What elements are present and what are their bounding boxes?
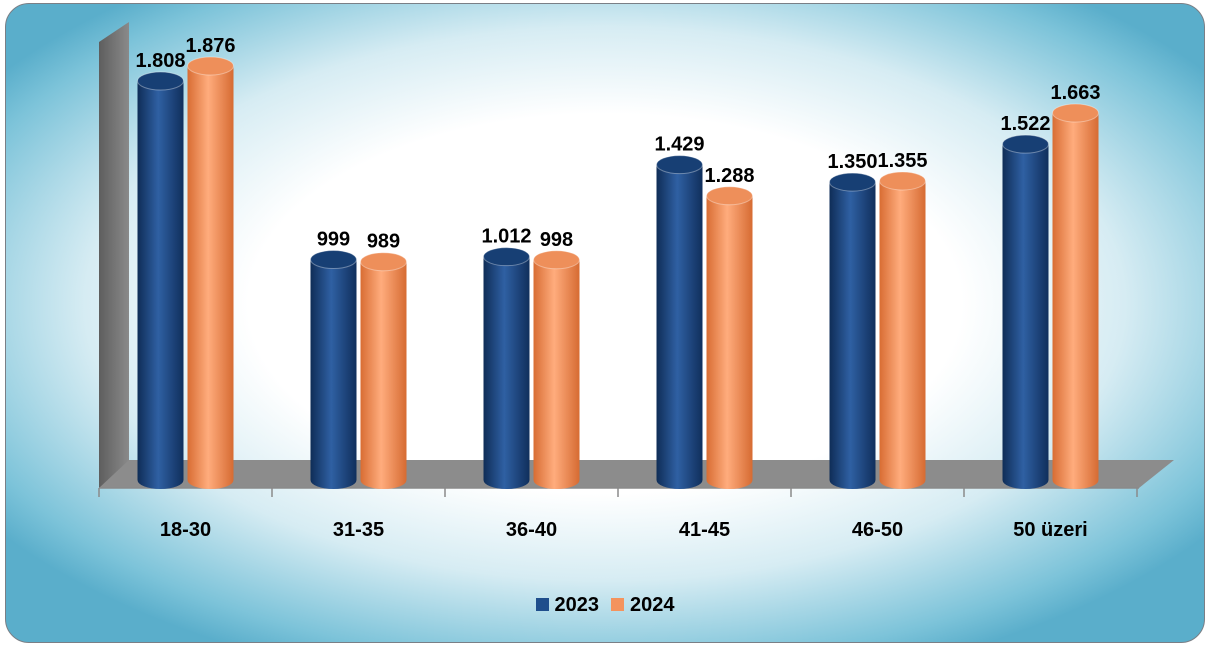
x-tick-label: 50 üzeri — [1013, 519, 1087, 541]
data-label-2024: 1.876 — [185, 35, 235, 57]
legend-swatch — [611, 598, 624, 611]
data-label-2023: 1.012 — [481, 226, 531, 248]
x-tick-label: 46-50 — [852, 519, 903, 541]
back-wall — [99, 22, 129, 488]
data-label-2024: 1.663 — [1050, 82, 1100, 104]
bar-2024 — [360, 252, 407, 489]
x-tick-label: 18-30 — [160, 519, 211, 541]
data-label-2024: 1.355 — [877, 150, 927, 172]
bar-2024 — [706, 186, 753, 489]
bar-2023 — [483, 247, 530, 489]
chart-frame: 1.808 1.876 999 989 1.012 998 1.429 1.288 1.350 1… — [5, 3, 1205, 643]
x-tick-label: 31-35 — [333, 519, 384, 541]
legend-label: 2024 — [630, 594, 675, 616]
data-label-2024: 989 — [367, 231, 400, 253]
data-label-2023: 999 — [317, 229, 350, 251]
legend-swatch — [535, 598, 549, 611]
legend-item-2024: 2024 — [611, 594, 675, 617]
bar-2024 — [187, 56, 234, 489]
data-label-2024: 1.288 — [704, 165, 754, 187]
bar-2023 — [656, 155, 703, 489]
data-label-2024: 998 — [540, 229, 573, 251]
bar-2024 — [879, 171, 926, 490]
legend-item-2023: 2023 — [535, 594, 600, 617]
bar-2023 — [137, 71, 184, 489]
legend-label: 2023 — [554, 594, 600, 616]
data-label-2023: 1.522 — [1000, 113, 1050, 135]
x-tick-label: 36-40 — [506, 519, 557, 541]
bar-2023 — [310, 250, 357, 489]
x-tick-labels: 18-30 31-35 36-40 41-45 46-50 50 üzeri — [160, 519, 1088, 541]
x-tick-label: 41-45 — [679, 519, 730, 541]
data-label-2023: 1.808 — [135, 50, 185, 72]
legend: 2023 2024 — [6, 594, 1204, 617]
bars — [137, 56, 1099, 490]
bar-2023 — [829, 172, 876, 489]
data-label-2023: 1.429 — [654, 134, 704, 156]
data-label-2023: 1.350 — [827, 151, 877, 173]
bar-2023 — [1002, 134, 1049, 490]
bar-2024 — [1052, 103, 1099, 489]
bar-2024 — [533, 250, 580, 489]
